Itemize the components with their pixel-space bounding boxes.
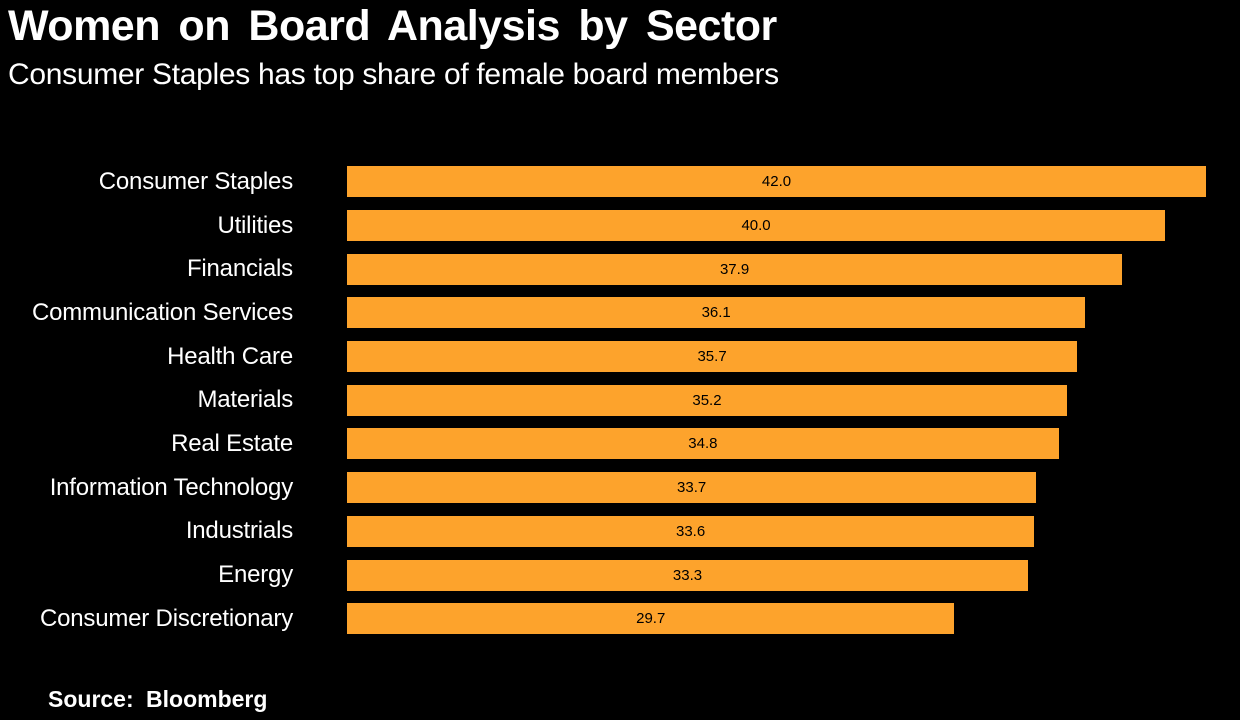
bar-track: 37.9 <box>347 253 1206 285</box>
category-label: Communication Services <box>31 298 293 326</box>
chart-row: Industrials 33.6 <box>0 510 1240 554</box>
bar-track: 36.1 <box>347 297 1206 329</box>
bar: 40.0 <box>347 210 1166 242</box>
category-label: Financials <box>186 255 293 283</box>
bar-track: 33.3 <box>347 559 1206 591</box>
bar: 37.9 <box>347 253 1123 285</box>
bar-track: 40.0 <box>347 210 1206 242</box>
category-label: Materials <box>197 386 293 414</box>
value-label: 29.7 <box>636 610 666 628</box>
value-label: 42.0 <box>761 173 792 191</box>
bar-track: 29.7 <box>347 603 1206 635</box>
chart-row: Utilities 40.0 <box>0 204 1240 248</box>
bar: 33.7 <box>347 472 1037 504</box>
chart-row: Materials 35.2 <box>0 378 1240 422</box>
bar-track: 42.0 <box>347 166 1206 198</box>
bar: 42.0 <box>347 166 1206 198</box>
bar-track: 34.8 <box>347 428 1206 460</box>
bar: 34.8 <box>347 428 1059 460</box>
category-label: Real Estate <box>171 429 293 457</box>
value-label: 35.2 <box>692 391 722 409</box>
bar-track: 33.6 <box>347 515 1206 547</box>
bar: 33.3 <box>347 559 1029 591</box>
bar: 35.2 <box>347 384 1067 416</box>
category-label: Energy <box>218 561 293 589</box>
category-label: Consumer Staples <box>98 167 293 195</box>
category-label: Consumer Discretionary <box>39 604 293 632</box>
chart-row: Energy 33.3 <box>0 553 1240 597</box>
source-credit: Source: Bloomberg <box>48 686 268 712</box>
value-label: 33.7 <box>677 479 707 497</box>
bar-chart: Consumer Staples 42.0 Utilities 40.0 Financi… <box>0 160 1240 641</box>
category-label: Utilities <box>217 211 293 239</box>
value-label: 33.6 <box>675 522 706 540</box>
chart-row: Real Estate 34.8 <box>0 422 1240 466</box>
category-label: Health Care <box>167 342 293 370</box>
chart-title: Women on Board Analysis by Sector <box>8 2 777 50</box>
bar: 36.1 <box>347 297 1086 329</box>
chart-row: Consumer Staples 42.0 <box>0 160 1240 204</box>
chart-row: Communication Services 36.1 <box>0 291 1240 335</box>
chart-row: Health Care 35.7 <box>0 335 1240 379</box>
value-label: 37.9 <box>719 260 750 278</box>
chart-row: Financials 37.9 <box>0 247 1240 291</box>
chart-row: Consumer Discretionary 29.7 <box>0 597 1240 641</box>
chart-row: Information Technology 33.7 <box>0 466 1240 510</box>
value-label: 34.8 <box>688 435 718 453</box>
bar: 35.7 <box>347 341 1078 373</box>
bar: 33.6 <box>347 515 1035 547</box>
value-label: 33.3 <box>672 566 703 584</box>
bar: 29.7 <box>347 603 955 635</box>
bar-track: 33.7 <box>347 472 1206 504</box>
category-label: Information Technology <box>49 473 294 501</box>
value-label: 40.0 <box>741 217 771 235</box>
value-label: 36.1 <box>701 304 731 322</box>
category-label: Industrials <box>185 517 293 545</box>
bar-track: 35.2 <box>347 384 1206 416</box>
value-label: 35.7 <box>697 348 727 366</box>
chart-subtitle: Consumer Staples has top share of female… <box>8 58 779 91</box>
bar-track: 35.7 <box>347 341 1206 373</box>
